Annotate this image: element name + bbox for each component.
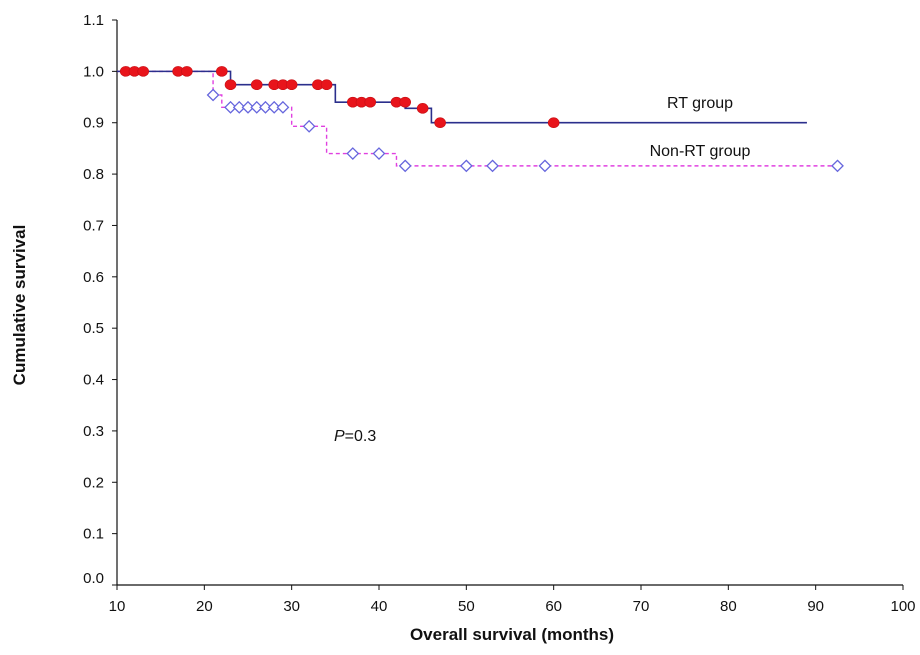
x-tick-label: 80 [720,598,737,615]
rt-censor-marker [416,103,429,114]
y-tick-label: 0.8 [83,166,104,183]
x-axis-title: Overall survival (months) [410,625,614,644]
non-rt-censor-marker [302,119,316,133]
y-tick-label: 0.2 [83,474,104,491]
axes: 0.0 0.1 0.2 0.3 0.4 0.5 0.6 0.7 0.8 0.9 1.0 1.1 10 20… [83,12,915,615]
x-tick-label: 90 [807,598,824,615]
x-tick-label: 60 [545,598,562,615]
x-tick-label: 10 [109,598,126,615]
x-tick-label: 50 [458,598,475,615]
rt-censor-marker [181,66,193,77]
non-rt-censor-marker [276,100,290,114]
non-rt-censor-marker [250,100,264,114]
y-tick-label: 0.5 [83,320,104,337]
rt-censor-marker [364,96,377,108]
non-rt-censor-marker [398,159,412,173]
y-tick-label: 0.1 [83,526,104,543]
non-rt-censor-marker [346,147,360,160]
non-rt-censor-marker [241,100,255,114]
non-rt-censor-marker [372,147,386,160]
non-rt-censor-marker [486,159,499,173]
rt-censor-marker [399,96,412,108]
non-rt-censor-marker [538,159,552,173]
non-rt-censor-marker [459,159,473,173]
series-layer [117,66,844,173]
rt-censor-marker [224,79,237,91]
x-tick-label: 70 [633,598,650,615]
non-rt-censor-marker [267,100,281,114]
non-rt-censor-marker [831,159,844,173]
y-tick-label: 0.7 [83,217,104,234]
x-tick-label: 30 [283,598,300,615]
non-rt-censor-marker [259,100,272,114]
p-symbol: P [334,428,345,445]
p-value-annotation: P=0.3 [334,428,376,445]
y-tick-label: 0.6 [83,269,104,286]
y-tick-label: 0.4 [83,372,104,389]
rt-censor-marker [250,79,263,91]
rt-censor-marker [434,117,446,129]
rt-group-label: RT group [667,95,733,112]
y-tick-label: 0.3 [83,423,104,440]
x-tick-label: 100 [890,598,915,615]
rt-censor-marker [547,117,560,129]
non-rt-censor-marker [224,100,237,114]
non-rt-group-label: Non-RT group [650,143,751,160]
rt-censor-marker [216,66,228,77]
rt-censor-marker [285,79,298,91]
x-tick-label: 20 [196,598,213,615]
y-tick-label: 0.9 [83,115,104,132]
x-tick-label: 40 [371,598,388,615]
rt-censor-marker [320,79,333,91]
non-rt-censor-marker [232,100,246,114]
rt-censor-marker [137,66,149,77]
y-tick-label: 1.1 [83,12,104,29]
y-tick-label: 0.0 [83,570,104,587]
non-rt-censor-marker [206,88,220,102]
p-value: =0.3 [345,428,377,445]
y-axis-title: Cumulative survival [10,225,29,386]
y-tick-label: 1.0 [83,63,104,80]
